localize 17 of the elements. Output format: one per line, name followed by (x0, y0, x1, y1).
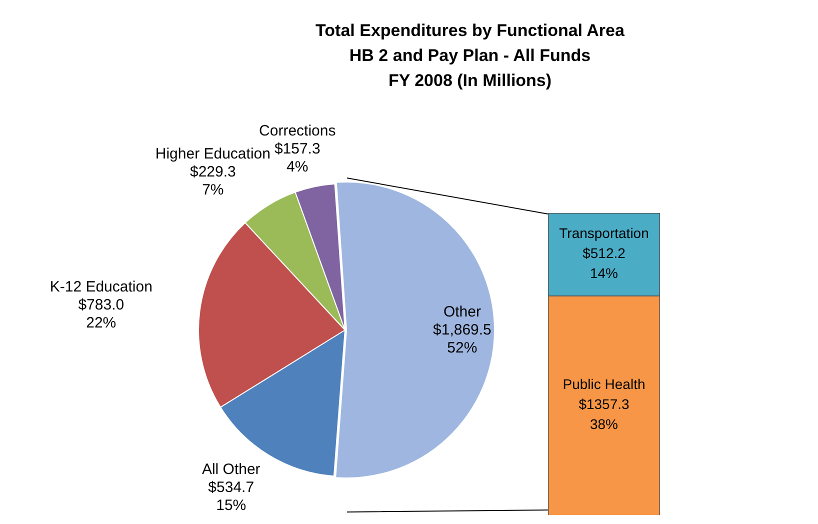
slice-label: Other (443, 303, 481, 320)
slice-label: Corrections (259, 122, 336, 140)
data-label: $783.0 22% (78, 296, 124, 332)
slice-label: All Other (202, 460, 260, 478)
text: Total Expenditures by Functional Area (316, 21, 624, 40)
slice-label: Higher Education (155, 146, 270, 163)
series-label: Public Health (562, 376, 646, 392)
slice-label: K-12 Education (50, 278, 152, 296)
text: FY 2008 (In Millions) (388, 71, 552, 90)
data-label: $157.3 4% (274, 140, 320, 176)
series-label: Transportation (559, 225, 649, 242)
data-label: $1,869.5 52% (433, 321, 492, 356)
data-label: $534.7 15% (208, 478, 254, 514)
data-label: $512.2 14% (582, 245, 626, 282)
text: HB 2 and Pay Plan - All Funds (349, 46, 591, 65)
data-label: $1357.3 38% (578, 396, 630, 432)
data-label: $229.3 7% (190, 164, 236, 199)
